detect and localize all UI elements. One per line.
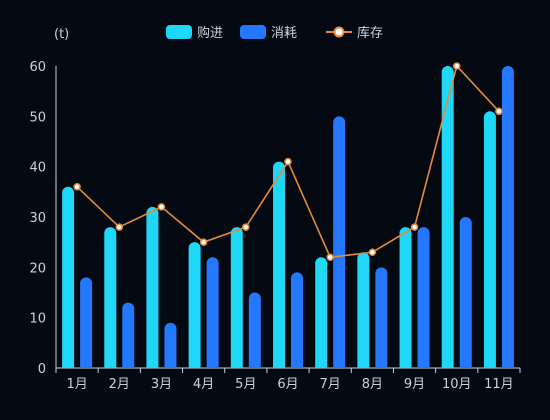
inventory-point: [368, 248, 377, 256]
inventory-point: [284, 157, 292, 166]
bar-purchase: [230, 227, 243, 368]
inventory-point: [495, 107, 503, 116]
y-tick-label: 40: [29, 161, 46, 176]
bar-consumption: [206, 257, 219, 368]
y-tick-label: 0: [38, 362, 46, 377]
legend: 购进 消耗 库存: [166, 25, 383, 41]
bar-consumption: [164, 322, 177, 368]
bar-consumption: [122, 302, 135, 368]
x-tick-label: 5月: [235, 377, 256, 392]
inventory-point: [452, 62, 461, 70]
bar-consumption: [501, 65, 514, 368]
inventory-line: [73, 62, 503, 262]
x-tick-label: 8月: [362, 377, 383, 392]
bar-consumption: [459, 217, 472, 368]
inventory-point: [115, 223, 124, 231]
inventory-point: [326, 253, 334, 262]
x-tick-label: 9月: [404, 377, 425, 392]
bar-consumption: [417, 227, 430, 368]
bar-consumption: [333, 116, 346, 368]
bar-purchase: [483, 111, 496, 369]
inventory-point: [73, 183, 81, 191]
axes: 0 10 20 30 40 50 60 1月 2月 3月 4月 5月 6月 7月 8月 9月 10月 11月: [29, 60, 521, 392]
y-tick-label: 50: [29, 110, 46, 125]
bar-consumption: [375, 267, 388, 368]
inventory-point: [410, 223, 419, 231]
bar-purchase: [273, 161, 285, 368]
legend-swatch-inventory-marker: [333, 26, 345, 38]
legend-label: 库存: [357, 25, 383, 41]
legend-swatch-consumption: [240, 25, 266, 39]
bar-purchase: [146, 206, 159, 368]
bar-purchase: [62, 186, 75, 368]
x-tick-label: 3月: [151, 377, 172, 392]
bar-consumption: [80, 277, 93, 368]
bar-purchase: [357, 252, 370, 368]
y-tick-label: 30: [29, 211, 46, 226]
bar-purchase: [399, 227, 412, 368]
x-tick-label: 2月: [109, 377, 130, 392]
x-tick-label: 6月: [277, 377, 298, 392]
inventory-point: [242, 223, 250, 231]
x-tick-label: 7月: [320, 377, 341, 392]
y-tick-label: 60: [29, 60, 46, 75]
inventory-point: [199, 238, 208, 246]
x-tick-label: 10月: [442, 377, 472, 392]
bars: [62, 65, 514, 369]
bar-consumption: [248, 292, 261, 368]
bar-purchase: [441, 66, 454, 368]
y-tick-label: 20: [29, 261, 46, 276]
y-unit-label: (t): [54, 27, 69, 42]
bar-purchase: [188, 242, 201, 368]
y-tick-label: 10: [29, 312, 46, 327]
legend-swatch-purchase: [166, 25, 192, 39]
bar-consumption: [291, 272, 303, 368]
bar-purchase: [315, 257, 328, 368]
x-tick-label: 1月: [66, 377, 87, 392]
legend-label: 购进: [197, 25, 223, 41]
legend-label: 消耗: [271, 26, 297, 41]
inventory-point: [157, 203, 166, 211]
bar-purchase: [104, 227, 117, 368]
x-tick-label: 4月: [193, 377, 214, 392]
x-tick-label: 11月: [484, 377, 514, 392]
